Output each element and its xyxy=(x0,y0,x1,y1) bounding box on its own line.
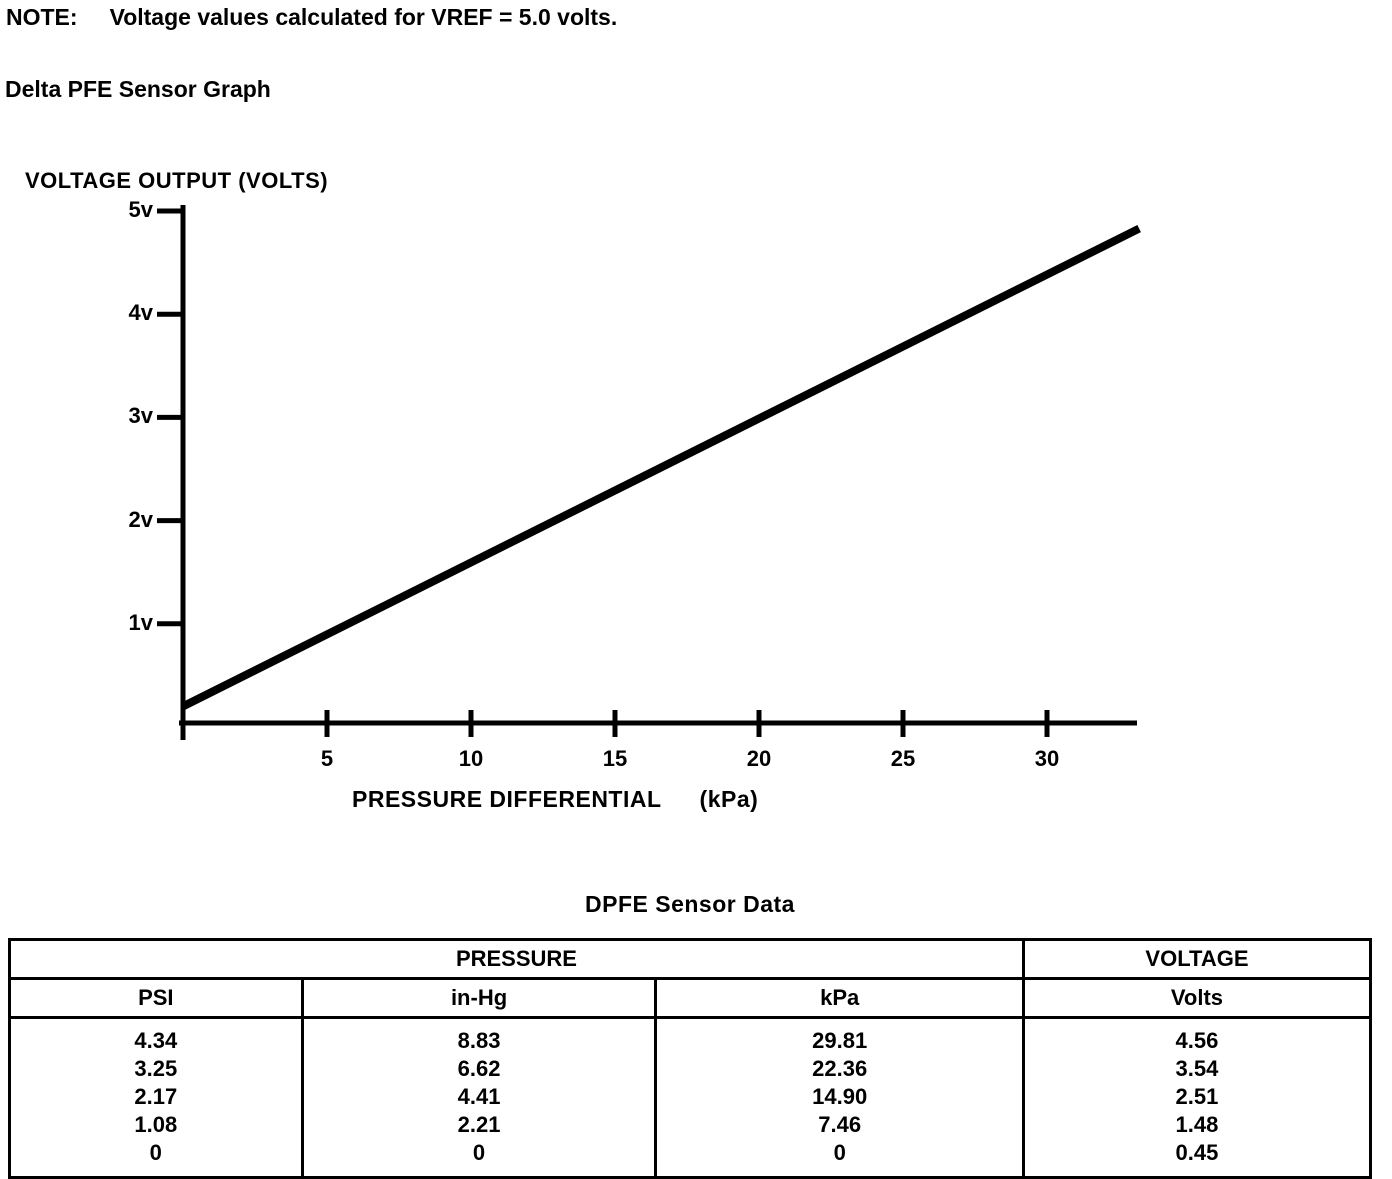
table-cell: 1.48 xyxy=(1021,1111,1371,1139)
graph-section-title: Delta PFE Sensor Graph xyxy=(5,76,271,102)
x-axis-title-text: PRESSURE DIFFERENTIAL xyxy=(352,786,662,812)
table-cell: 6.62 xyxy=(300,1055,656,1083)
table-cell: 0 xyxy=(300,1139,656,1178)
x-tick-label: 25 xyxy=(890,746,916,771)
table-cell: 7.46 xyxy=(654,1111,1024,1139)
sensor-output-line xyxy=(181,224,1141,710)
column-header-inhg: in-Hg xyxy=(300,977,658,1019)
table-cell: 2.17 xyxy=(134,1084,178,1109)
table-row: 2.17 4.41 14.90 2.51 xyxy=(10,1083,1371,1111)
x-tick-label: 30 xyxy=(1034,746,1060,771)
table-header: PRESSURE VOLTAGE PSI in-Hg kPa Volts xyxy=(8,938,1373,1019)
note-line: NOTE: Voltage values calculated for VREF… xyxy=(6,4,617,31)
table-cell: 2.21 xyxy=(300,1111,656,1139)
table-body: 4.34 8.83 29.81 4.56 3.25 6.62 22.36 3.54 2.17 4.… xyxy=(10,1017,1371,1178)
chart-tick-labels: 1v 2v 3v 4v 5v 5 10 15 20 25 30 xyxy=(128,197,1060,771)
table-cell: 2.51 xyxy=(1021,1083,1371,1111)
x-axis-unit: (kPa) xyxy=(699,786,759,812)
note-text: Voltage values calculated for VREF = 5.0… xyxy=(109,4,618,30)
x-tick-label: 10 xyxy=(458,746,484,771)
table-cell: 4.34 xyxy=(134,1028,178,1053)
y-axis-title: VOLTAGE OUTPUT (VOLTS) xyxy=(25,168,329,193)
y-tick-label: 5v xyxy=(128,197,153,222)
table-cell: 3.25 xyxy=(134,1056,178,1081)
table-cell: 4.56 xyxy=(1021,1017,1371,1055)
table-cell: 0.45 xyxy=(1021,1139,1371,1178)
table-cell: 0 xyxy=(654,1139,1024,1178)
table-cell: 22.36 xyxy=(654,1055,1024,1083)
column-header-kpa: kPa xyxy=(654,977,1025,1019)
x-tick-label: 5 xyxy=(320,746,334,771)
table-caption: DPFE Sensor Data xyxy=(585,891,795,917)
table-row: 1.08 2.21 7.46 1.48 xyxy=(10,1111,1371,1139)
pressure-group-header: PRESSURE xyxy=(8,938,1025,980)
table-cell: 3.54 xyxy=(1021,1055,1371,1083)
y-tick-label: 4v xyxy=(128,300,153,326)
voltage-group-header: VOLTAGE xyxy=(1021,938,1373,980)
table-row: 0 0 0 0.45 xyxy=(10,1139,1371,1178)
table-row: 4.34 8.83 29.81 4.56 xyxy=(10,1017,1371,1055)
table-cell: 14.90 xyxy=(654,1083,1024,1111)
table-group-header-row: PRESSURE VOLTAGE xyxy=(8,938,1373,980)
sensor-line-chart xyxy=(157,205,1141,740)
y-tick-label: 3v xyxy=(128,403,153,429)
table-cell: 29.81 xyxy=(654,1017,1024,1055)
x-tick-label: 15 xyxy=(602,746,628,771)
note-label: NOTE: xyxy=(6,4,78,30)
y-tick-label: 1v xyxy=(128,609,153,635)
table-cell: 0 xyxy=(149,1140,162,1165)
table-column-header-row: PSI in-Hg kPa Volts xyxy=(8,977,1373,1019)
x-axis-title: PRESSURE DIFFERENTIAL (kPa) xyxy=(352,786,758,813)
x-tick-label: 20 xyxy=(746,746,772,771)
table-cell: 4.41 xyxy=(300,1083,656,1111)
column-header-psi: PSI xyxy=(8,977,304,1019)
column-header-volts: Volts xyxy=(1021,977,1373,1019)
table-cell: 8.83 xyxy=(300,1017,656,1055)
table-cell: 1.08 xyxy=(134,1112,178,1137)
table-row: 3.25 6.62 22.36 3.54 xyxy=(10,1055,1371,1083)
dpfe-sensor-data-table: PRESSURE VOLTAGE PSI in-Hg kPa Volts 4.3… xyxy=(8,938,1373,1179)
y-tick-label: 2v xyxy=(128,506,153,532)
